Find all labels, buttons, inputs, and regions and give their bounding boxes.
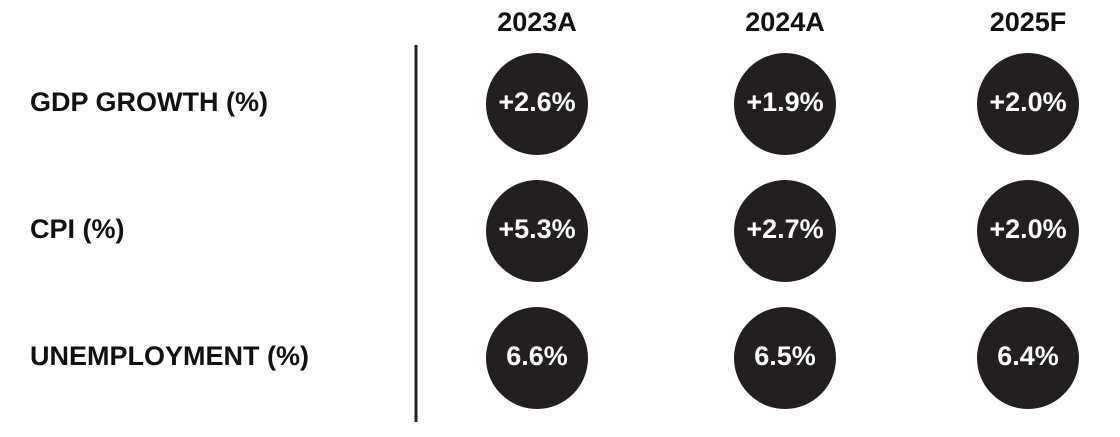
column-header: 2024A <box>745 7 825 37</box>
value-text: +5.3% <box>498 214 575 244</box>
value-badge <box>977 53 1079 155</box>
value-badge <box>734 53 836 155</box>
row-label: CPI (%) <box>30 214 125 244</box>
value-text: +2.7% <box>746 214 823 244</box>
value-text: 6.6% <box>506 341 568 371</box>
value-text: +1.9% <box>746 87 823 117</box>
value-badge <box>977 307 1079 409</box>
value-badge <box>977 180 1079 282</box>
column-header: 2023A <box>497 7 577 37</box>
value-text: +2.0% <box>989 214 1066 244</box>
value-badge <box>734 180 836 282</box>
value-badge <box>486 307 588 409</box>
value-text: 6.5% <box>754 341 816 371</box>
value-text: +2.0% <box>989 87 1066 117</box>
row-label: GDP GROWTH (%) <box>30 87 268 117</box>
value-text: +2.6% <box>498 87 575 117</box>
column-header: 2025F <box>990 7 1067 37</box>
row-label: UNEMPLOYMENT (%) <box>30 341 309 371</box>
value-badge <box>486 180 588 282</box>
value-badge <box>734 307 836 409</box>
value-badge <box>486 53 588 155</box>
value-text: 6.4% <box>997 341 1059 371</box>
